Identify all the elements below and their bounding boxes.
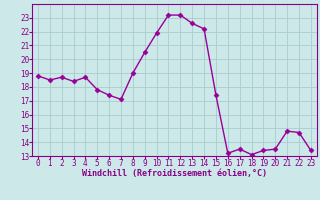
X-axis label: Windchill (Refroidissement éolien,°C): Windchill (Refroidissement éolien,°C) — [82, 169, 267, 178]
